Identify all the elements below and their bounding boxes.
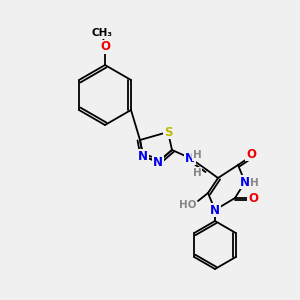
Text: CH₃: CH₃ [92,28,112,38]
Text: N: N [153,155,163,169]
Text: HO: HO [179,200,197,210]
Text: S: S [164,125,172,139]
Text: H: H [193,168,201,178]
Text: H: H [193,150,201,160]
Text: O: O [100,40,110,53]
Text: N: N [240,176,250,188]
Text: H: H [250,178,258,188]
Text: N: N [138,149,148,163]
Text: N: N [185,152,195,164]
Text: N: N [210,203,220,217]
Text: O: O [246,148,256,160]
Text: O: O [248,191,258,205]
